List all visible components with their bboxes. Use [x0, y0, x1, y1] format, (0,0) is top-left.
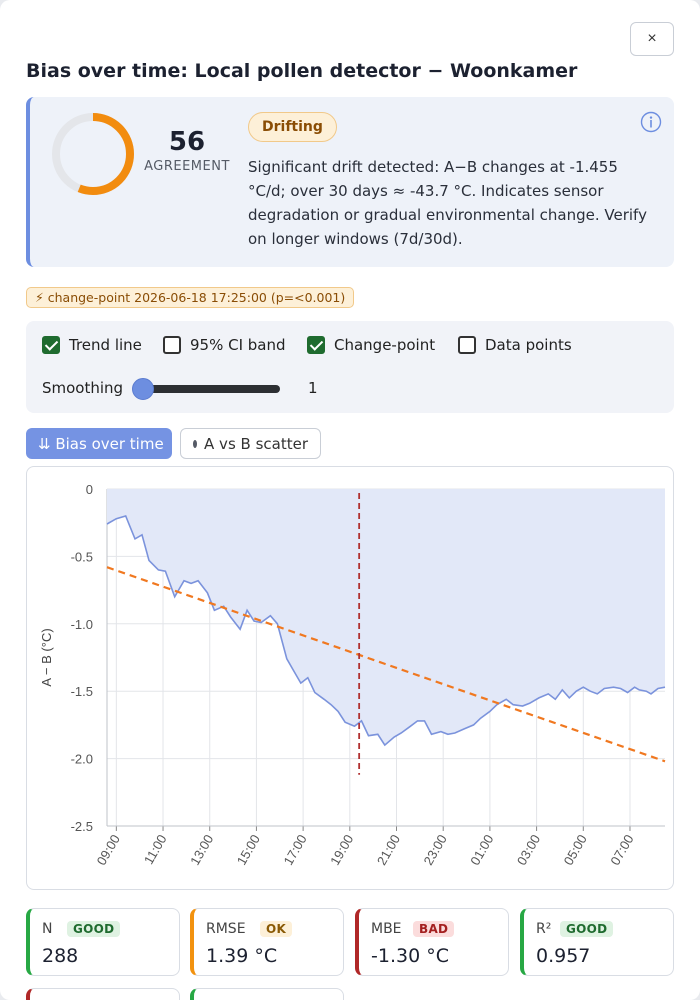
- metric-badge: OK: [260, 921, 293, 937]
- x-tick-label: 05:00: [561, 832, 590, 868]
- summary-text: Significant drift detected: A−B changes …: [248, 158, 647, 248]
- agreement-score: 56: [168, 127, 206, 157]
- trend-line: [106, 566, 666, 763]
- x-tick-label: 07:00: [607, 832, 636, 868]
- x-tick-label: 09:00: [94, 832, 123, 868]
- checkbox-label: Data points: [485, 336, 572, 354]
- agreement-gauge: [52, 113, 134, 195]
- metric-name: R²: [536, 921, 552, 937]
- tab-label: ⇊ Bias over time: [38, 434, 164, 453]
- x-tick-label: 17:00: [280, 832, 309, 868]
- x-tick-label: 13:00: [187, 832, 216, 868]
- metric-card-partial: [26, 988, 180, 1000]
- tab-scatter[interactable]: A vs B scatter: [180, 428, 321, 459]
- metric-mbe-card: MBE BAD -1.30 °C: [355, 908, 509, 976]
- change-point-checkbox[interactable]: Change-point: [307, 336, 435, 354]
- trend-line-checkbox[interactable]: Trend line: [42, 336, 142, 354]
- checkbox-box[interactable]: [42, 336, 60, 354]
- dialog-title: Bias over time: Local pollen detector − …: [26, 60, 578, 82]
- x-tick-label: 19:00: [327, 832, 356, 868]
- metric-badge: GOOD: [560, 921, 614, 937]
- chart-controls: Trend line 95% CI band Change-point Data…: [26, 321, 674, 413]
- x-tick-label: 23:00: [421, 832, 450, 868]
- checkbox-box[interactable]: [307, 336, 325, 354]
- change-point-badge: ⚡ change-point 2026-06-18 17:25:00 (p=<0…: [26, 287, 355, 308]
- smoothing-value: 1: [308, 379, 318, 397]
- x-tick-label: 21:00: [374, 832, 403, 868]
- checkbox-box[interactable]: [163, 336, 181, 354]
- checkbox-label: Trend line: [69, 336, 142, 354]
- status-badge: Drifting: [248, 112, 337, 142]
- metric-value: 288: [42, 945, 79, 967]
- agreement-summary: 56 AGREEMENT Drifting Significant drift …: [26, 97, 674, 267]
- y-tick-label: -2.5: [71, 819, 93, 834]
- x-tick-label: 01:00: [467, 832, 496, 868]
- bias-area-fill: [107, 489, 665, 746]
- checkbox-box[interactable]: [458, 336, 476, 354]
- y-tick-label: -2.0: [71, 752, 93, 767]
- metric-name: N: [42, 921, 53, 937]
- metric-value: 0.957: [536, 945, 591, 967]
- agreement-label: AGREEMENT: [144, 159, 230, 174]
- scatter-dot-icon: [193, 439, 198, 448]
- checkbox-label: Change-point: [334, 336, 436, 354]
- tab-label: A vs B scatter: [204, 434, 308, 453]
- ci-band-checkbox[interactable]: 95% CI band: [163, 336, 286, 354]
- y-tick-label: -1.0: [71, 617, 93, 632]
- smoothing-slider-track[interactable]: [134, 385, 280, 393]
- metric-card-partial: [190, 988, 344, 1000]
- bias-chart-card: 0 -0.5 -1.0 -1.5 -2.0 -2.5 09:00 11:00 13:00 15:0…: [26, 466, 674, 890]
- metric-name: MBE: [371, 921, 402, 937]
- smoothing-slider-thumb[interactable]: [132, 378, 154, 400]
- metric-n-card: N GOOD 288: [26, 908, 180, 976]
- metric-value: 1.39 °C: [206, 945, 278, 967]
- metric-r2-card: R² GOOD 0.957: [520, 908, 674, 976]
- y-tick-label: 0: [86, 482, 93, 497]
- metric-rmse-card: RMSE OK 1.39 °C: [190, 908, 344, 976]
- x-tick-label: 15:00: [234, 832, 263, 868]
- metric-value: -1.30 °C: [371, 945, 449, 967]
- y-axis-label: A − B (°C): [39, 628, 54, 686]
- metric-name: RMSE: [206, 921, 246, 937]
- bias-chart: 0 -0.5 -1.0 -1.5 -2.0 -2.509:00 11:00 13:00 15:0…: [39, 482, 666, 868]
- close-button[interactable]: ×: [630, 22, 674, 56]
- bias-series-line: [106, 515, 666, 747]
- x-tick-label: 11:00: [141, 832, 170, 867]
- x-tick-label: 03:00: [514, 832, 543, 868]
- data-points-checkbox[interactable]: Data points: [458, 336, 572, 354]
- smoothing-label: Smoothing: [42, 379, 124, 397]
- metric-badge: BAD: [413, 921, 455, 937]
- y-tick-label: -1.5: [71, 684, 93, 699]
- y-tick-label: -0.5: [71, 549, 93, 564]
- metric-badge: GOOD: [67, 921, 121, 937]
- checkbox-label: 95% CI band: [190, 336, 286, 354]
- tab-bias-over-time[interactable]: ⇊ Bias over time: [26, 428, 172, 459]
- info-icon[interactable]: [640, 111, 662, 133]
